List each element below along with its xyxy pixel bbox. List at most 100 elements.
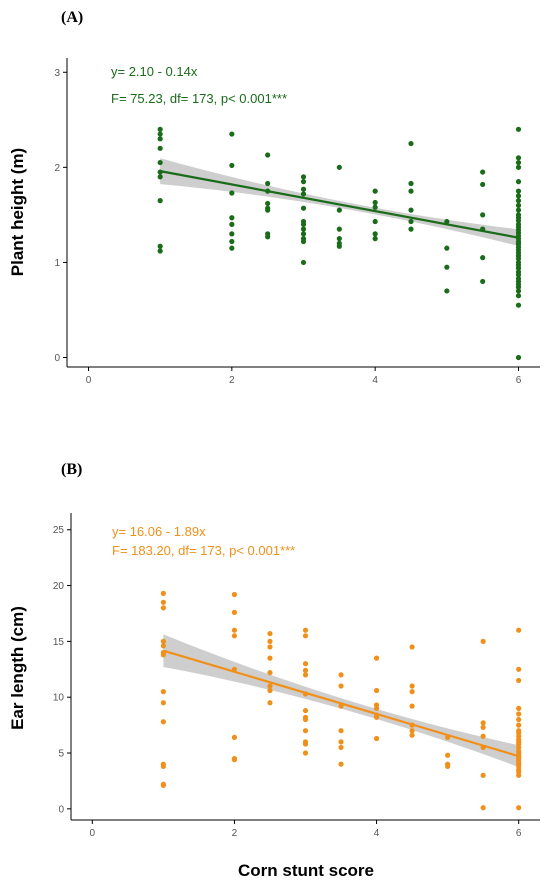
data-point-b (409, 683, 415, 689)
data-point-b (231, 633, 238, 639)
data-point-a (515, 293, 522, 299)
data-point-a (265, 180, 271, 187)
y-tick-label-b: 5 (58, 749, 64, 760)
x-tick-label-b: 6 (516, 828, 522, 839)
data-point-a (480, 169, 486, 175)
y-tick-label-a: 2 (54, 163, 60, 174)
data-point-a (515, 155, 522, 161)
data-point-a (515, 302, 522, 308)
data-point-b (267, 683, 273, 689)
data-point-b (409, 689, 415, 695)
data-point-a (515, 207, 522, 213)
data-point-a (480, 181, 486, 188)
data-point-a (157, 174, 163, 180)
stats-annotation-a: F= 75.23, df= 173, p< 0.001*** (111, 91, 287, 106)
data-point-a (300, 221, 307, 227)
data-point-a (515, 217, 522, 224)
data-point-a (515, 193, 522, 199)
x-tick-label-b: 2 (232, 828, 238, 839)
data-point-b (480, 724, 486, 730)
data-point-b (480, 733, 486, 739)
data-point-b (160, 689, 166, 695)
data-point-a (372, 204, 378, 210)
data-point-b (267, 655, 273, 661)
data-point-b (302, 661, 309, 667)
data-point-a (515, 179, 522, 185)
data-point-a (229, 221, 235, 227)
data-point-b (267, 638, 273, 644)
data-point-b (302, 672, 309, 678)
y-tick-label-a: 3 (54, 68, 60, 79)
data-point-b (409, 732, 415, 738)
x-axis-title: Corn stunt score (238, 861, 374, 880)
data-point-b (516, 805, 522, 811)
regression-line-a (159, 170, 519, 239)
y-tick-label-b: 10 (53, 693, 65, 704)
data-point-b (516, 772, 522, 778)
data-point-a (229, 238, 235, 245)
data-point-a (157, 243, 163, 249)
x-tick-label-b: 0 (90, 828, 96, 839)
data-point-b (302, 728, 309, 734)
data-point-b (516, 627, 522, 633)
data-point-b (160, 599, 166, 605)
data-point-a (480, 278, 486, 285)
data-point-a (157, 136, 163, 142)
data-point-a (300, 191, 307, 197)
data-point-b (231, 591, 238, 598)
data-point-b (160, 590, 166, 596)
data-point-a (515, 126, 522, 132)
data-point-b (231, 734, 238, 740)
data-point-a (300, 226, 307, 232)
data-point-a (157, 131, 163, 137)
data-point-a (300, 179, 307, 185)
data-point-b (302, 633, 309, 639)
data-point-b (160, 643, 166, 649)
data-point-b (160, 719, 166, 725)
data-point-a (300, 205, 307, 211)
data-point-a (372, 199, 378, 206)
y-axis-title-a: Plant height (m) (8, 148, 27, 276)
data-point-a (229, 190, 235, 196)
data-point-b (338, 672, 344, 678)
data-point-a (515, 265, 522, 271)
panel-label-a: (A) (61, 9, 83, 26)
data-point-b (516, 705, 522, 711)
data-point-a (157, 248, 163, 254)
data-point-a (300, 186, 307, 192)
data-point-b (480, 720, 486, 726)
equation-annotation-b: y= 16.06 - 1.89x (112, 524, 206, 539)
data-point-a (157, 126, 163, 132)
data-point-b (302, 627, 309, 633)
data-point-a (408, 207, 414, 213)
data-point-b (160, 605, 166, 611)
data-point-b (373, 714, 380, 720)
data-point-b (338, 744, 344, 751)
data-point-a (336, 226, 342, 232)
data-point-a (515, 198, 522, 204)
data-point-a (336, 164, 342, 170)
data-point-b (338, 683, 344, 689)
x-tick-label-b: 4 (374, 828, 380, 839)
data-point-a (229, 231, 235, 237)
data-point-b (338, 728, 344, 734)
data-point-a (515, 202, 522, 208)
data-point-a (515, 256, 522, 262)
data-point-a (265, 200, 271, 207)
equation-annotation-a: y= 2.10 - 0.14x (111, 64, 198, 79)
data-point-a (336, 207, 342, 213)
data-point-a (408, 180, 414, 187)
y-tick-label-b: 20 (53, 581, 65, 592)
data-point-b (480, 805, 486, 811)
data-point-b (302, 716, 309, 723)
data-point-b (267, 644, 273, 650)
data-point-b (267, 687, 273, 694)
data-point-a (408, 218, 414, 225)
data-point-b (445, 752, 451, 758)
data-point-b (160, 638, 166, 644)
x-tick-label-a: 6 (516, 375, 522, 386)
data-point-b (338, 761, 344, 767)
data-point-b (516, 677, 522, 684)
data-point-b (516, 716, 522, 723)
data-point-b (516, 722, 522, 728)
